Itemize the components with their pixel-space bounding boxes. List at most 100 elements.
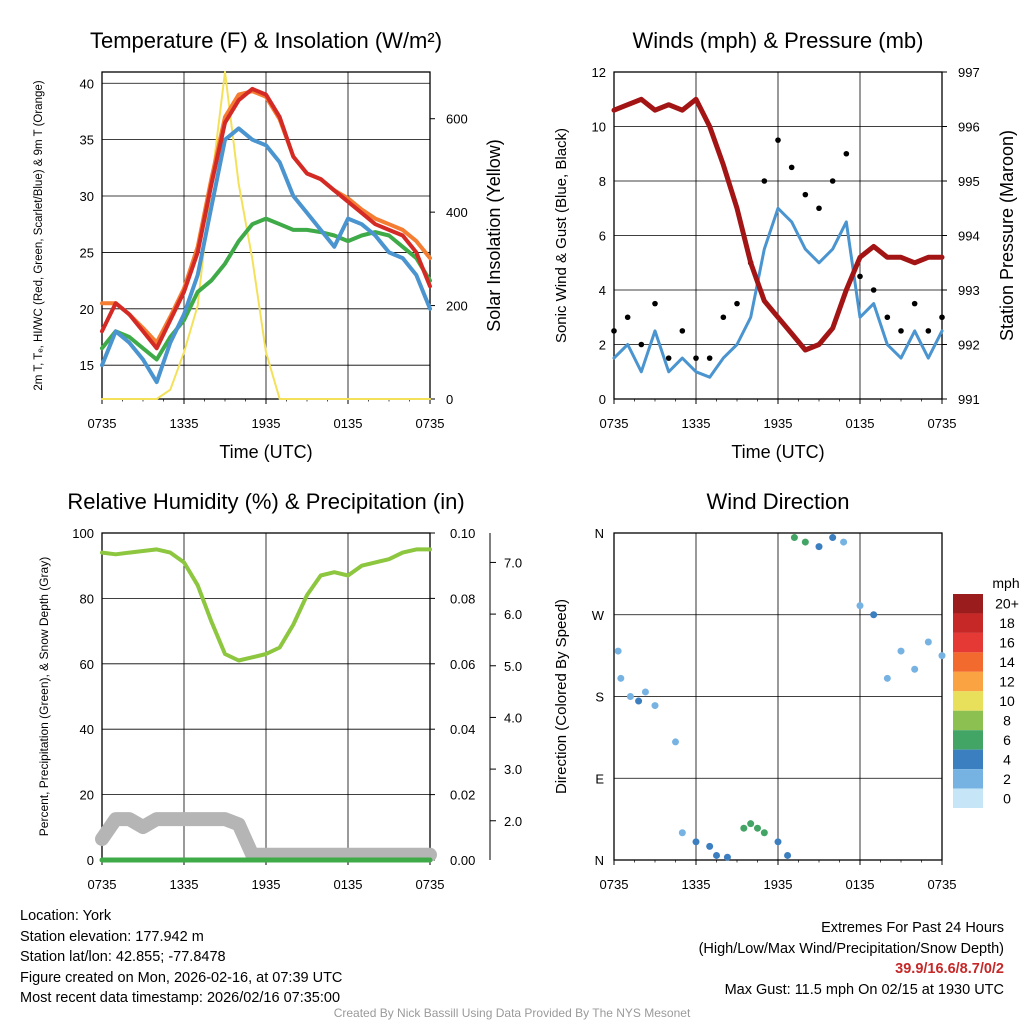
x-tick-label: 1335 (682, 877, 711, 892)
y-tick-label: N (595, 853, 604, 868)
y2-tick-label: 400 (446, 205, 468, 220)
y2-tick-label: 993 (958, 283, 980, 298)
y-tick-label: 10 (592, 120, 606, 135)
series-relative-humidity-line (100, 547, 432, 663)
y-tick-label: W (592, 608, 605, 623)
colorbar-label: 16 (999, 635, 1015, 651)
y2-tick-label: 995 (958, 174, 980, 189)
direction-point (790, 534, 798, 542)
gust-point (761, 178, 768, 184)
x-tick-label: 1335 (682, 416, 711, 431)
y-axis-label-right: Solar Insolation (Yellow) (484, 139, 504, 331)
direction-point (897, 647, 905, 655)
x-tick-label: 0735 (416, 416, 445, 431)
series-2mt-line (100, 86, 432, 351)
y2-tick-label: 200 (446, 299, 468, 314)
direction-point (760, 829, 768, 837)
colorbar-label: 6 (1003, 732, 1011, 748)
y-tick-label: 40 (80, 722, 94, 737)
station-latlon: Station lat/lon: 42.855; -77.8478 (20, 949, 226, 965)
direction-point (651, 702, 659, 710)
gust-point (706, 355, 713, 361)
panel-title: Wind Direction (706, 489, 849, 514)
gust-point (788, 164, 795, 171)
colorbar-label: 10 (999, 693, 1015, 709)
snow-axis-label: 5.0 (504, 659, 522, 674)
direction-point (617, 674, 625, 682)
colorbar-title: mph (992, 575, 1019, 591)
y-axis-label-left: Percent, Precipitation (Green), & Snow D… (37, 557, 51, 836)
y-tick-label: N (595, 526, 604, 541)
y-tick-label: E (595, 771, 604, 786)
direction-point (740, 824, 748, 832)
gust-point (802, 191, 809, 198)
colorbar-label: 20+ (995, 596, 1019, 612)
gust-point (843, 150, 850, 157)
y-tick-label: 0 (87, 853, 94, 868)
figure-created: Figure created on Mon, 2026-02-16, at 07… (20, 969, 343, 986)
direction-point (870, 611, 878, 619)
y-axis-label-right: Station Pressure (Maroon) (997, 130, 1017, 341)
direction-point (614, 647, 622, 655)
y2-tick-label: 997 (958, 65, 980, 80)
y-axis-label-left: Direction (Colored By Speed) (553, 599, 570, 794)
x-tick-label: 1935 (764, 416, 793, 431)
x-tick-label: 0735 (600, 877, 629, 892)
colorbar-swatch (953, 613, 983, 633)
y2-tick-label: 0.00 (450, 853, 475, 868)
x-tick-label: 0735 (600, 416, 629, 431)
x-axis-label: Time (UTC) (731, 442, 824, 462)
direction-point (829, 534, 837, 542)
colorbar-label: 4 (1003, 751, 1011, 767)
y2-tick-label: 0.08 (450, 591, 475, 606)
y-tick-label: 15 (80, 358, 94, 373)
direction-point (840, 538, 848, 546)
colorbar-swatch (953, 730, 983, 750)
direction-point (706, 842, 714, 850)
y-tick-label: 12 (592, 65, 606, 80)
gust-point (679, 328, 686, 334)
station-elevation: Station elevation: 177.942 m (20, 928, 204, 945)
snow-axis-label: 3.0 (504, 762, 522, 777)
direction-point (883, 674, 891, 682)
series-snow-depth-line (95, 812, 437, 862)
direction-point (635, 697, 643, 705)
credit-footer: Created By Nick Bassill Using Data Provi… (333, 1006, 691, 1020)
colorbar-label: 8 (1003, 712, 1011, 728)
x-tick-label: 0135 (334, 877, 363, 892)
x-tick-label: 0735 (88, 877, 117, 892)
y-tick-label: 6 (599, 229, 606, 244)
y-tick-label: 8 (599, 174, 606, 189)
direction-point (713, 851, 720, 859)
y2-tick-label: 0 (446, 392, 453, 407)
colorbar-swatch (953, 594, 983, 614)
direction-point (924, 638, 932, 646)
gust-point (911, 300, 918, 307)
x-tick-label: 0135 (846, 877, 875, 892)
panel-title: Winds (mph) & Pressure (mb) (633, 28, 924, 53)
y-tick-label: 20 (80, 788, 94, 803)
gust-point (925, 328, 932, 334)
direction-point (678, 829, 686, 837)
y2-tick-label: 0.10 (450, 526, 475, 541)
extremes-values: 39.9/16.6/8.7/0/2 (895, 961, 1004, 977)
gust-point (665, 355, 672, 361)
x-tick-label: 0735 (416, 877, 445, 892)
gust-point (816, 205, 822, 212)
series-td-line (100, 216, 432, 362)
snow-axis-label: 6.0 (504, 607, 522, 622)
series-solar-line (101, 71, 431, 400)
y2-tick-label: 991 (958, 392, 980, 407)
y-tick-label: 80 (80, 591, 94, 606)
series-pressure-line (611, 96, 945, 353)
colorbar-swatch (953, 632, 983, 653)
x-tick-label: 1335 (170, 877, 199, 892)
direction-point (801, 538, 809, 546)
y2-tick-label: 0.02 (450, 788, 475, 803)
colorbar-label: 0 (1003, 790, 1011, 806)
y-tick-label: 35 (80, 133, 94, 148)
y-axis-label-left: 2m T, Tₑ, HI/WC (Red, Green, Scarlet/Blu… (33, 80, 45, 390)
snow-axis-label: 4.0 (504, 710, 522, 725)
